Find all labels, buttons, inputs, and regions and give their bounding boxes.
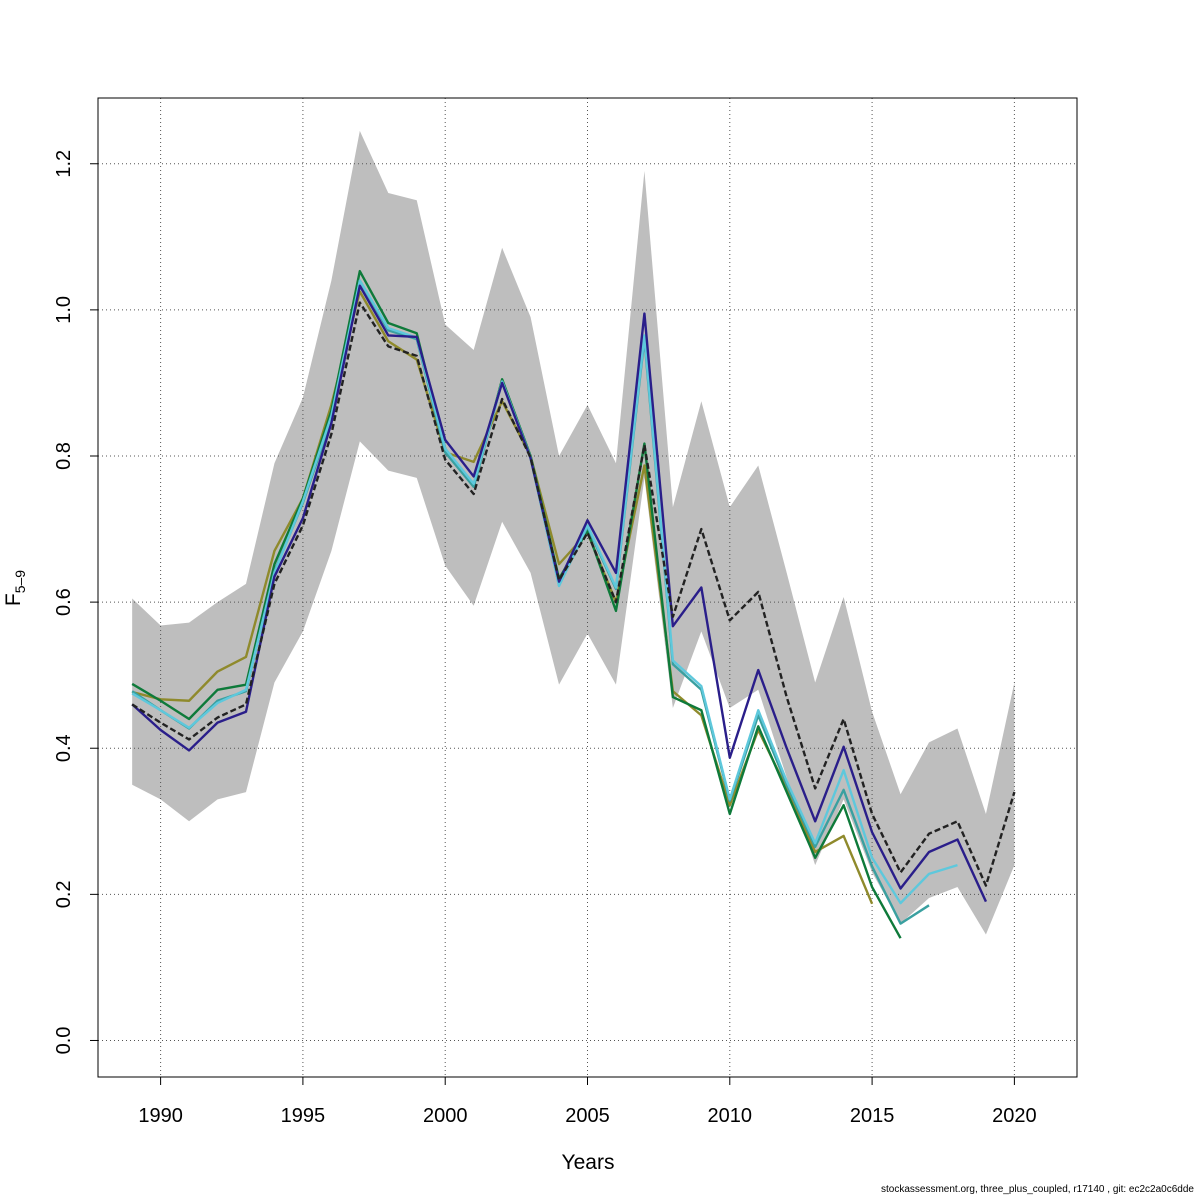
confidence-band [132, 130, 1015, 935]
y-tick-label: 0.4 [53, 734, 75, 762]
x-tick-label: 2000 [423, 1105, 468, 1127]
y-axis-title: F5–9 [2, 570, 28, 606]
x-tick-label: 2020 [992, 1105, 1037, 1127]
x-tick-label: 1990 [138, 1105, 183, 1127]
y-tick-label: 0.6 [53, 588, 75, 616]
y-axis-title-sub: 5–9 [12, 570, 28, 594]
y-axis-title-main: F [2, 593, 25, 606]
x-tick-label: 1995 [281, 1105, 326, 1127]
y-tick-label: 0.0 [53, 1027, 75, 1055]
series-layer [131, 269, 1016, 939]
x-tick-label: 2005 [565, 1105, 610, 1127]
x-tick-label: 2010 [708, 1105, 753, 1127]
y-tick-label: 1.0 [53, 296, 75, 324]
y-tick-label: 1.2 [53, 150, 75, 178]
y-tick-label: 0.2 [53, 880, 75, 908]
confidence-band-layer [132, 130, 1015, 935]
x-axis-title: Years [562, 1151, 615, 1174]
y-axis: 0.0 0.2 0.4 0.6 0.8 1.0 1.2 [53, 150, 99, 1055]
y-tick-label: 0.8 [53, 442, 75, 470]
x-tick-label: 2015 [850, 1105, 895, 1127]
x-axis: 1990 1995 2000 2005 2010 2015 2020 [138, 1076, 1037, 1127]
series-line-navy [131, 284, 988, 903]
footer-source-text: stockassessment.org, three_plus_coupled,… [881, 1184, 1194, 1195]
